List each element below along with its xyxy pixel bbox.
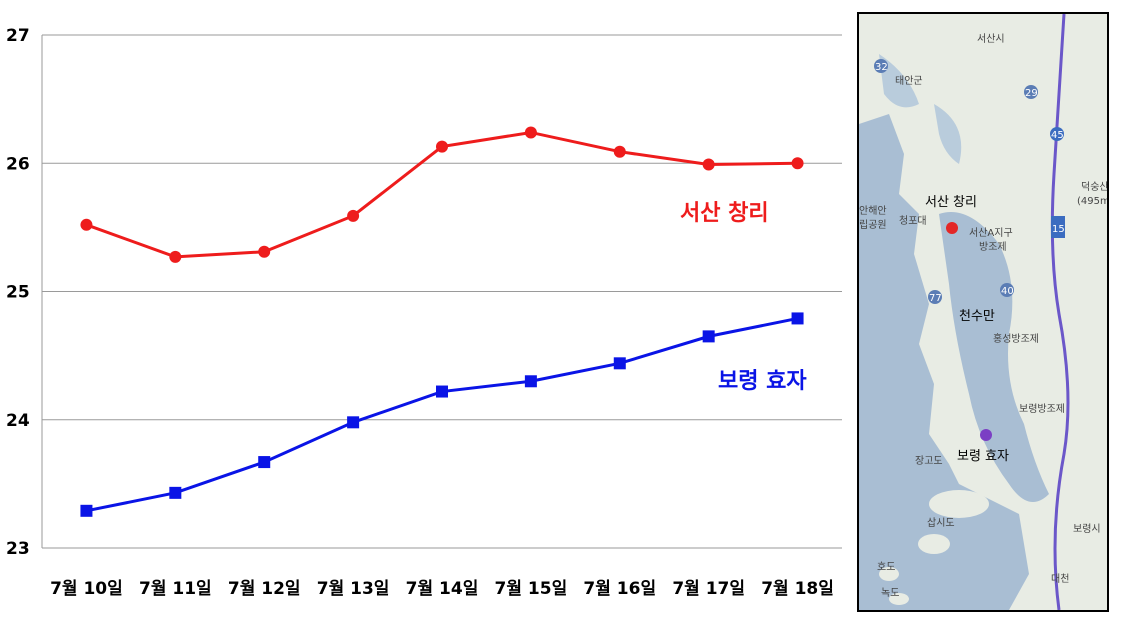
y-tick-label: 25 bbox=[6, 283, 30, 303]
label-daecheon: 대천 bbox=[1051, 573, 1069, 585]
label-hyoja: 보령 효자 bbox=[957, 449, 1009, 464]
route-badge-15 bbox=[1051, 216, 1065, 238]
y-tick-label: 26 bbox=[6, 154, 30, 174]
route-40-label: 40 bbox=[1001, 286, 1014, 297]
hyoja-marker bbox=[980, 429, 992, 441]
label-hodo: 호도 bbox=[877, 561, 895, 573]
label-nokdo: 녹도 bbox=[881, 587, 899, 599]
label-changri: 서산 창리 bbox=[925, 195, 977, 210]
route-45-label: 45 bbox=[1051, 130, 1064, 141]
label-cheongpo: 청포대 bbox=[899, 215, 927, 227]
label-sapsido: 삽시도 bbox=[927, 517, 955, 529]
x-tick-label: 7월 10일 bbox=[50, 579, 123, 599]
data-point bbox=[258, 456, 271, 469]
x-tick-label: 7월 17일 bbox=[672, 579, 745, 599]
sea-west bbox=[859, 114, 1029, 610]
x-tick-label: 7월 18일 bbox=[761, 579, 834, 599]
series-label-changri: 서산 창리 bbox=[680, 201, 769, 226]
label-boryeong-dam: 보령방조제 bbox=[1019, 403, 1065, 415]
route-badge-77 bbox=[928, 290, 942, 304]
label-haean: 안해안 bbox=[859, 204, 887, 217]
label-bangjoje: 방조제 bbox=[979, 241, 1007, 253]
x-tick-label: 7월 12일 bbox=[228, 579, 301, 599]
data-point bbox=[169, 486, 182, 499]
north-inlet bbox=[879, 54, 919, 108]
data-point bbox=[347, 209, 360, 222]
label-cheonsuman: 천수만 bbox=[959, 309, 995, 324]
x-tick-label: 7월 11일 bbox=[139, 579, 212, 599]
data-point bbox=[791, 157, 804, 170]
data-point bbox=[791, 312, 804, 325]
label-deoksungsan-height: (495m) bbox=[1077, 196, 1107, 207]
y-tick-label: 27 bbox=[6, 26, 30, 46]
x-tick-label: 7월 15일 bbox=[495, 579, 568, 599]
x-tick-label: 7월 14일 bbox=[406, 579, 479, 599]
series-label-hyoja: 보령 효자 bbox=[718, 369, 807, 394]
route-badge-29 bbox=[1024, 85, 1038, 99]
data-point bbox=[169, 250, 182, 263]
line-chart: 23 24 25 26 27 7월 10일 7월 11일 7월 12일 7월 13일 7월 14… bbox=[6, 26, 842, 599]
label-seosan-city: 서산시 bbox=[977, 33, 1005, 45]
label-boryeong-city: 보령시 bbox=[1073, 523, 1101, 535]
series-line-1 bbox=[86, 316, 798, 513]
cheonsuman-bay bbox=[939, 212, 1049, 502]
y-tick-label: 23 bbox=[6, 539, 30, 559]
location-map: 32 29 45 77 40 15 서산시 태안군 서산 창리 서산A지구 방조… bbox=[857, 12, 1109, 612]
island-3 bbox=[879, 567, 899, 581]
data-point bbox=[702, 330, 715, 343]
data-point bbox=[613, 145, 626, 158]
series-markers bbox=[80, 126, 804, 517]
series-lines bbox=[85, 130, 798, 513]
route-32-label: 32 bbox=[875, 62, 888, 73]
route-29-label: 29 bbox=[1025, 88, 1038, 99]
data-point bbox=[702, 158, 715, 171]
data-point bbox=[524, 126, 537, 139]
data-point bbox=[524, 375, 537, 388]
inlet-2 bbox=[934, 104, 962, 164]
x-axis-ticks: 7월 10일 7월 11일 7월 12일 7월 13일 7월 14일 7월 15일 7월 1… bbox=[50, 579, 834, 599]
route-badge-45 bbox=[1050, 127, 1064, 141]
data-point bbox=[80, 218, 93, 231]
label-deoksungsan: 덕숭산 bbox=[1081, 181, 1107, 193]
data-point bbox=[258, 245, 271, 258]
gridlines bbox=[41, 34, 842, 549]
x-tick-label: 7월 16일 bbox=[583, 579, 656, 599]
data-point bbox=[613, 357, 626, 370]
label-taean: 태안군 bbox=[895, 75, 923, 87]
route-badge-32 bbox=[874, 59, 888, 73]
data-point bbox=[347, 416, 360, 429]
label-seosan-a: 서산A지구 bbox=[969, 227, 1013, 239]
label-gongwon: 립공원 bbox=[859, 218, 887, 231]
label-janggodo: 장고도 bbox=[915, 455, 943, 467]
data-point bbox=[436, 385, 448, 398]
data-point bbox=[80, 504, 93, 517]
x-tick-label: 7월 13일 bbox=[317, 579, 390, 599]
y-tick-label: 24 bbox=[6, 411, 30, 431]
data-point bbox=[436, 140, 448, 153]
route-badge-40 bbox=[1000, 283, 1014, 297]
changri-marker bbox=[946, 222, 958, 234]
y-axis-ticks: 23 24 25 26 27 bbox=[6, 26, 30, 559]
island-1 bbox=[929, 490, 989, 518]
route-15-label: 15 bbox=[1052, 224, 1065, 235]
label-hongseong: 홍성방조제 bbox=[993, 332, 1039, 345]
highway bbox=[1050, 14, 1070, 610]
island-4 bbox=[889, 593, 909, 605]
island-2 bbox=[918, 534, 950, 554]
route-77-label: 77 bbox=[929, 293, 942, 304]
